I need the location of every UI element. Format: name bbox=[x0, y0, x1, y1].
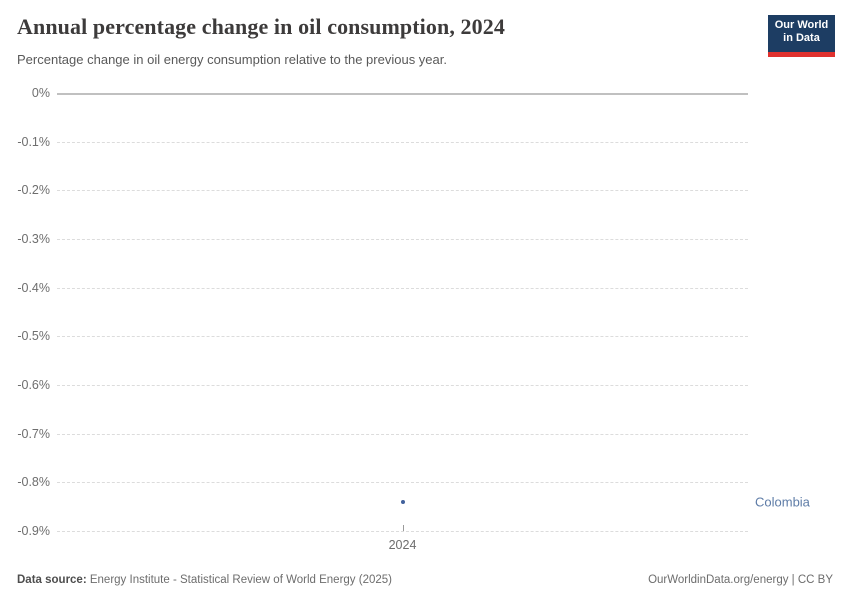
gridline bbox=[57, 433, 748, 435]
owid-logo[interactable]: Our World in Data bbox=[768, 15, 835, 57]
y-axis-tick-label: -0.6% bbox=[17, 378, 50, 392]
gridline bbox=[57, 239, 748, 240]
y-axis-tick-label: -0.1% bbox=[17, 134, 50, 149]
gridline bbox=[57, 190, 748, 192]
y-axis-tick-label: -0.9% bbox=[17, 524, 50, 538]
gridline bbox=[57, 385, 748, 386]
y-axis-tick-label: -0.5% bbox=[17, 329, 50, 344]
gridline bbox=[57, 531, 748, 532]
y-axis-tick-label: -0.2% bbox=[17, 183, 50, 198]
entity-label-colombia[interactable]: Colombia bbox=[755, 494, 810, 510]
y-axis-tick-label: -0.7% bbox=[17, 426, 50, 441]
chart-subtitle: Percentage change in oil energy consumpt… bbox=[17, 52, 447, 67]
owid-logo-line2: in Data bbox=[783, 32, 820, 44]
x-axis-tick-label: 2024 bbox=[388, 538, 417, 552]
owid-credit-link[interactable]: OurWorldinData.org/energy | CC BY bbox=[648, 574, 833, 586]
chart-footer: Data source: Energy Institute - Statisti… bbox=[17, 574, 833, 586]
zero-gridline bbox=[57, 93, 748, 95]
y-axis-tick-label: -0.8% bbox=[17, 475, 50, 490]
data-source-text: Energy Institute - Statistical Review of… bbox=[86, 574, 392, 586]
x-axis-tick bbox=[402, 525, 404, 531]
page-title: Annual percentage change in oil consumpt… bbox=[17, 14, 505, 39]
owid-logo-line1: Our World bbox=[774, 19, 829, 31]
y-axis-tick-label: -0.3% bbox=[17, 232, 50, 246]
gridline bbox=[57, 141, 748, 143]
plot-area bbox=[57, 93, 748, 532]
y-axis-tick-label: -0.4% bbox=[17, 280, 50, 295]
gridline bbox=[57, 336, 748, 338]
gridline bbox=[57, 482, 748, 484]
data-point-colombia[interactable] bbox=[400, 499, 405, 504]
data-source-label: Data source: bbox=[17, 574, 87, 586]
y-axis-tick-label: 0% bbox=[31, 86, 50, 100]
data-source-note: Data source: Energy Institute - Statisti… bbox=[17, 574, 392, 586]
gridline bbox=[57, 287, 748, 289]
